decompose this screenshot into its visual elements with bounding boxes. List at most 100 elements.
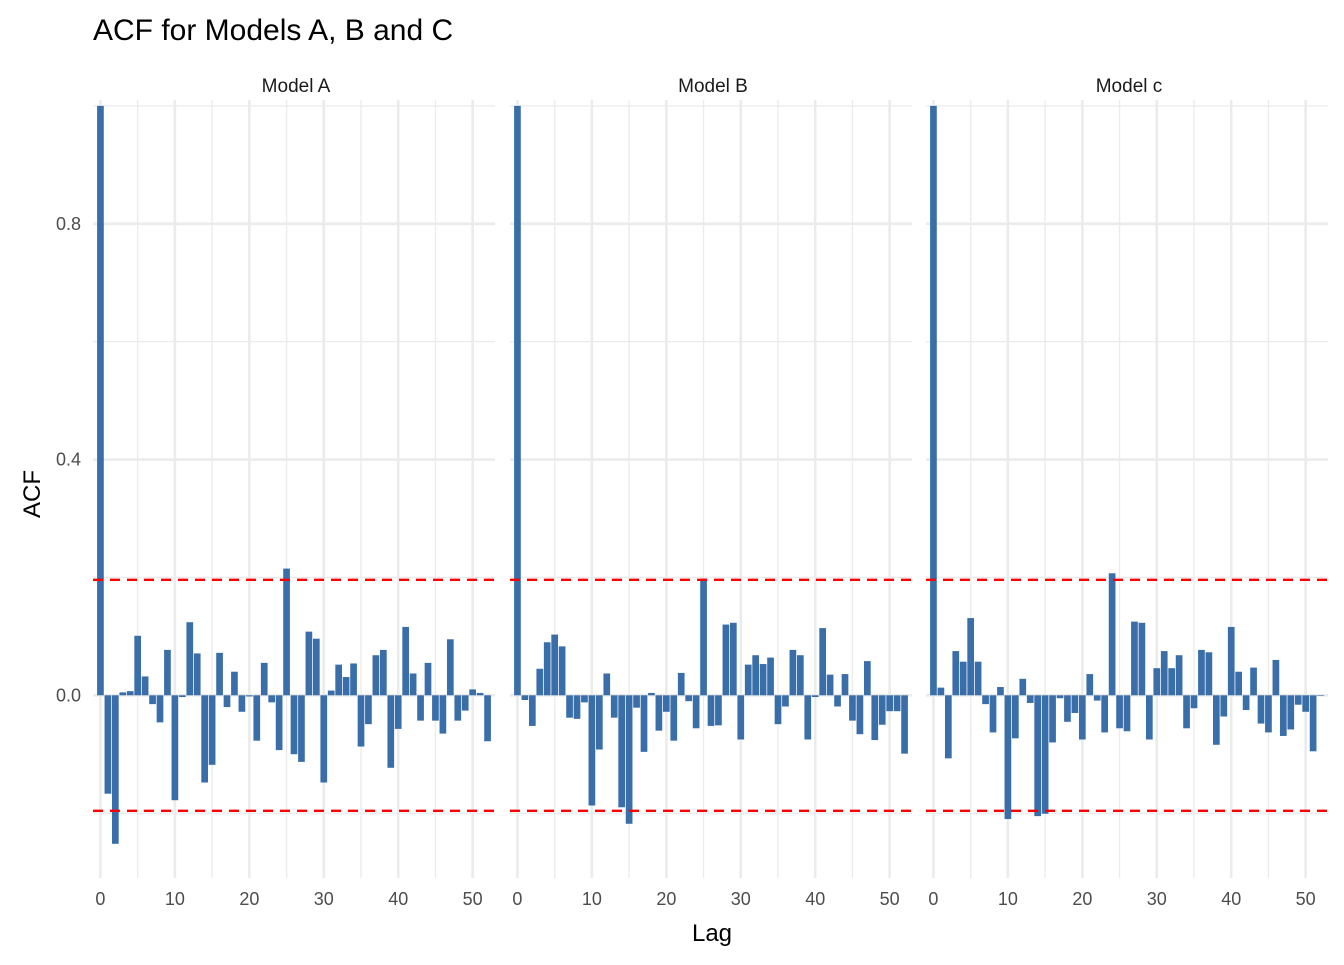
acf-bar <box>603 673 611 696</box>
acf-bar <box>573 695 581 719</box>
acf-bar <box>1220 695 1228 717</box>
acf-bar <box>937 687 945 696</box>
acf-bar <box>863 661 871 696</box>
acf-bar <box>528 695 536 726</box>
acf-bar <box>521 695 529 701</box>
acf-bar <box>967 618 975 696</box>
chart-title: ACF for Models A, B and C <box>93 14 453 47</box>
x-tick-label: 10 <box>998 889 1018 909</box>
acf-bar <box>305 631 313 696</box>
acf-bar <box>275 695 283 751</box>
acf-bar <box>432 695 439 721</box>
acf-bar <box>841 674 849 696</box>
acf-bar <box>625 695 633 824</box>
acf-bar <box>819 628 827 696</box>
acf-bar <box>944 695 952 759</box>
acf-bar <box>692 695 700 729</box>
acf-bar <box>989 695 997 733</box>
acf-bar <box>811 695 819 698</box>
y-tick-label: 0.4 <box>56 450 81 470</box>
acf-bar <box>871 695 879 741</box>
acf-bar <box>618 695 626 808</box>
acf-bar <box>394 695 402 729</box>
acf-bar <box>1011 695 1019 739</box>
acf-bar <box>409 673 417 696</box>
x-tick-label: 30 <box>314 889 334 909</box>
y-tick-label: 0.0 <box>56 685 81 705</box>
x-axis-title: Lag <box>692 920 732 947</box>
acf-bar <box>231 671 238 696</box>
facet-panels: 0.0 0.4 0.8 Model A 0 10 20 30 40 50 Model B 0 10 20 3… <box>56 76 1328 909</box>
acf-bar <box>551 634 559 696</box>
acf-bar <box>119 692 127 696</box>
acf-bar <box>312 638 320 696</box>
acf-bar <box>268 695 276 703</box>
acf-bar <box>1294 695 1302 705</box>
acf-bar <box>365 695 372 725</box>
acf-bar <box>1041 695 1049 814</box>
acf-bar <box>633 695 640 708</box>
facet-strip-label: Model c <box>1096 76 1163 97</box>
acf-bar <box>581 695 588 703</box>
acf-bar <box>997 687 1004 696</box>
x-tick-label: 40 <box>805 889 825 909</box>
acf-bar <box>1287 695 1295 730</box>
x-tick-label: 50 <box>463 889 483 909</box>
acf-bar <box>901 695 908 754</box>
x-tick-label: 20 <box>239 889 259 909</box>
acf-bar <box>186 622 194 696</box>
acf-bar <box>514 105 521 696</box>
x-tick-label: 50 <box>1296 889 1316 909</box>
facet-strip-label: Model B <box>678 76 748 97</box>
acf-bar <box>566 695 573 718</box>
acf-bar <box>1309 695 1317 752</box>
acf-bar <box>1279 695 1287 736</box>
acf-bar <box>558 646 566 696</box>
acf-bar <box>111 695 119 844</box>
acf-bar <box>1257 695 1265 724</box>
x-tick-label: 0 <box>95 889 105 909</box>
y-tick-label: 0.8 <box>56 214 81 234</box>
acf-bar <box>886 695 894 712</box>
acf-bar <box>104 695 112 794</box>
acf-bar <box>469 689 477 696</box>
acf-bar <box>290 695 298 755</box>
acf-bar <box>208 695 216 765</box>
acf-bar <box>670 695 678 741</box>
acf-bar <box>446 639 454 696</box>
x-tick-label: 40 <box>388 889 408 909</box>
x-tick-label: 30 <box>1147 889 1167 909</box>
acf-bar <box>707 695 715 726</box>
x-tick-label: 20 <box>656 889 676 909</box>
acf-bar <box>1034 695 1042 817</box>
acf-bar <box>476 692 484 696</box>
acf-bar <box>685 695 693 702</box>
acf-bar <box>164 649 171 696</box>
acf-bar <box>134 635 142 696</box>
acf-bar <box>126 691 134 696</box>
acf-bar <box>834 695 841 707</box>
acf-bar <box>1071 695 1079 713</box>
acf-bar <box>744 664 752 696</box>
acf-bar <box>1064 695 1071 722</box>
acf-bar <box>1190 695 1198 709</box>
x-tick-label: 50 <box>880 889 900 909</box>
acf-bar <box>536 668 544 696</box>
acf-bar <box>1160 651 1168 696</box>
acf-bar <box>1108 573 1116 696</box>
acf-bar <box>216 652 223 696</box>
acf-bar <box>1242 695 1250 711</box>
acf-bar <box>1019 678 1027 696</box>
acf-bar <box>774 695 782 725</box>
x-tick-label: 40 <box>1221 889 1241 909</box>
acf-bar <box>253 695 261 741</box>
x-tick-label: 10 <box>165 889 185 909</box>
acf-bar <box>1086 674 1094 696</box>
acf-bar <box>893 695 901 712</box>
acf-bar <box>849 695 856 721</box>
acf-bar <box>796 655 804 696</box>
acf-bar <box>1116 695 1123 729</box>
acf-bar <box>959 661 967 696</box>
acf-bar <box>320 695 328 783</box>
